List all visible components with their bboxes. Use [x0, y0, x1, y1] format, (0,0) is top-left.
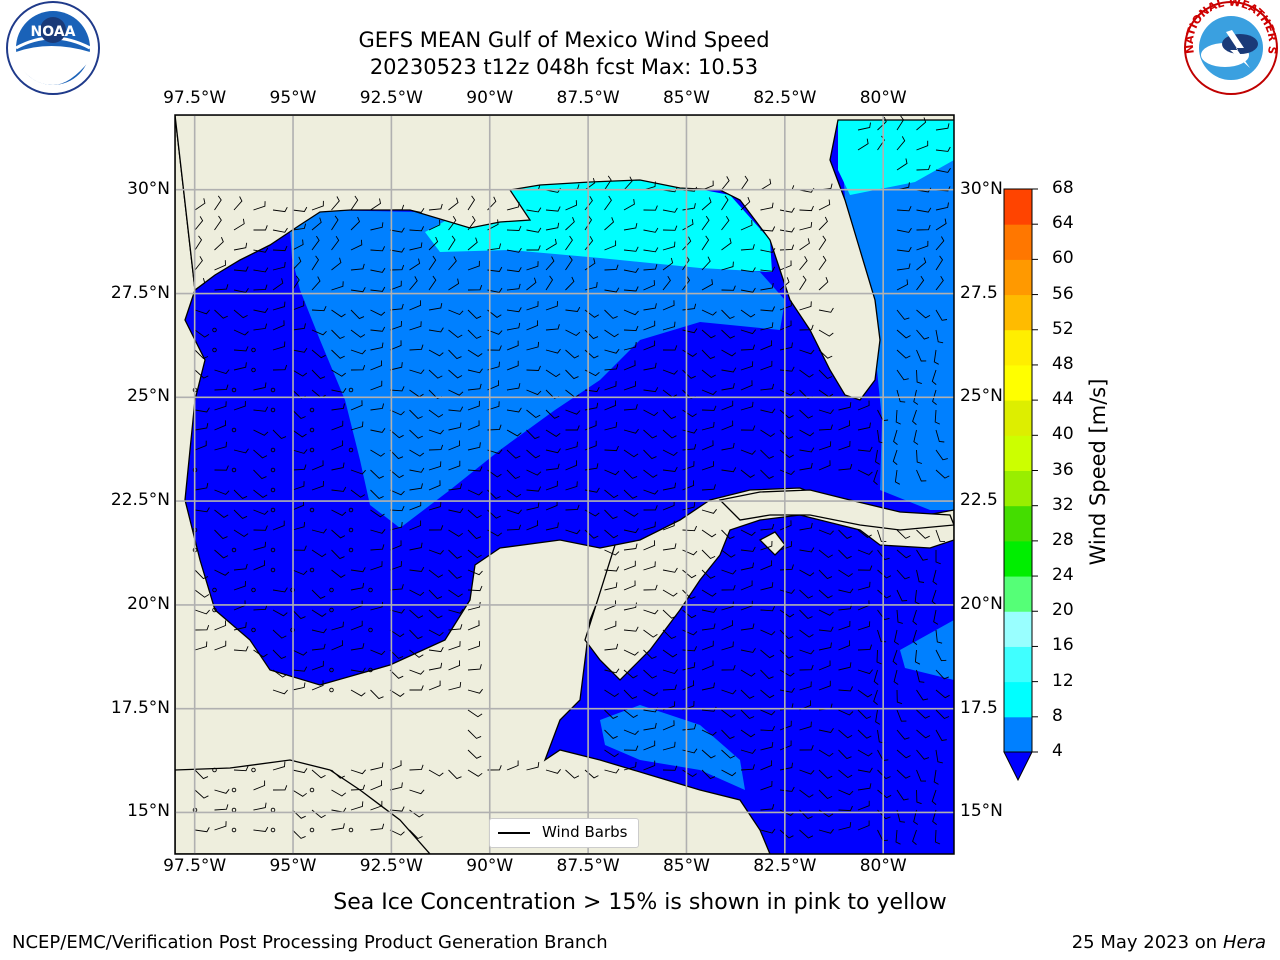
lon-label-top: 95°W: [270, 88, 317, 108]
noaa-logo: NOAA: [7, 2, 99, 94]
nws-logo: NATIONAL WEATHER SERVICE: [0, 0, 1279, 94]
colorbar-tick-label: 32: [1052, 495, 1074, 515]
lon-label-bottom: 82.5°W: [753, 856, 816, 876]
colorbar-tick-label: 52: [1052, 319, 1074, 339]
colorbar-tick-label: 24: [1052, 565, 1074, 585]
colorbar-segment: [1004, 471, 1032, 507]
colorbar-segment: [1004, 541, 1032, 577]
colorbar-segment: [1004, 611, 1032, 647]
colorbar-tick-label: 64: [1052, 213, 1074, 233]
colorbar-tick-label: 56: [1052, 284, 1074, 304]
colorbar-tick-label: 48: [1052, 354, 1074, 374]
map-legend: Wind Barbs: [489, 818, 639, 848]
lat-label-left: 25°N: [100, 386, 170, 406]
colorbar-segment: [1004, 295, 1032, 331]
colorbar-segment: [1004, 682, 1032, 718]
lat-label-right: 27.5: [960, 283, 998, 303]
colorbar-tick-label: 28: [1052, 530, 1074, 550]
lat-label-left: 20°N: [100, 594, 170, 614]
lat-label-left: 30°N: [100, 179, 170, 199]
lon-label-bottom: 92.5°W: [360, 856, 423, 876]
lat-label-right: 15°N: [960, 801, 1003, 821]
lat-label-left: 27.5°N: [100, 283, 170, 303]
colorbar-tick-label: 20: [1052, 600, 1074, 620]
colorbar-segment: [1004, 365, 1032, 401]
colorbar-segment: [1004, 224, 1032, 260]
footer-date-text: 25 May 2023 on: [1072, 932, 1218, 953]
lat-label-left: 17.5°N: [100, 698, 170, 718]
colorbar-tick-label: 16: [1052, 635, 1074, 655]
lat-label-right: 30°N: [960, 179, 1003, 199]
colorbar-segment: [1004, 330, 1032, 366]
colorbar-tick-label: 44: [1052, 389, 1074, 409]
colorbar-tick-label: 68: [1052, 178, 1074, 198]
footer-credit: NCEP/EMC/Verification Post Processing Pr…: [12, 932, 608, 953]
colorbar-tick-label: 4: [1052, 741, 1063, 761]
map-area: [175, 115, 954, 854]
colorbar-segment: [1004, 576, 1032, 612]
lat-label-right: 22.5: [960, 490, 998, 510]
lon-label-top: 87.5°W: [557, 88, 620, 108]
lon-label-bottom: 90°W: [466, 856, 513, 876]
lat-label-left: 22.5°N: [100, 490, 170, 510]
legend-line-swatch: [498, 832, 530, 834]
sea-ice-note: Sea Ice Concentration > 15% is shown in …: [175, 890, 1105, 915]
colorbar-tick-label: 12: [1052, 671, 1074, 691]
colorbar-segment: [1004, 506, 1032, 542]
colorbar-tick-label: 8: [1052, 706, 1063, 726]
lon-label-bottom: 87.5°W: [557, 856, 620, 876]
nws-logo-text: NATIONAL WEATHER SERVICE: [0, 0, 1279, 55]
colorbar-title: Wind Speed [m/s]: [1086, 379, 1110, 566]
colorbar-segment: [1004, 646, 1032, 682]
lat-label-right: 25°N: [960, 386, 1003, 406]
lon-label-bottom: 95°W: [270, 856, 317, 876]
lon-label-top: 82.5°W: [753, 88, 816, 108]
legend-label: Wind Barbs: [542, 823, 627, 841]
colorbar-tick-label: 40: [1052, 424, 1074, 444]
lon-label-top: 92.5°W: [360, 88, 423, 108]
colorbar-tick-label: 60: [1052, 248, 1074, 268]
lat-label-right: 20°N: [960, 594, 1003, 614]
footer-host: Hera: [1223, 932, 1266, 953]
colorbar-segment: [1004, 435, 1032, 471]
lon-label-bottom: 85°W: [663, 856, 710, 876]
lat-label-right: 17.5: [960, 698, 998, 718]
lon-label-bottom: 80°W: [860, 856, 907, 876]
colorbar-segment: [1004, 189, 1032, 225]
colorbar-segment: [1004, 400, 1032, 436]
lon-label-top: 97.5°W: [163, 88, 226, 108]
lon-label-bottom: 97.5°W: [163, 856, 226, 876]
noaa-logo-text: NOAA: [31, 24, 76, 40]
lon-label-top: 80°W: [860, 88, 907, 108]
svg-text:NATIONAL WEATHER SERVICE: NATIONAL WEATHER SERVICE: [0, 0, 1279, 55]
colorbar: [1004, 189, 1038, 780]
lon-label-top: 85°W: [663, 88, 710, 108]
footer-date: 25 May 2023 on Hera: [1072, 932, 1266, 953]
lon-label-top: 90°W: [466, 88, 513, 108]
colorbar-tick-label: 36: [1052, 460, 1074, 480]
colorbar-segment: [1004, 717, 1032, 753]
colorbar-segment: [1004, 259, 1032, 295]
colorbar-under-arrow: [1004, 752, 1032, 780]
lat-label-left: 15°N: [100, 801, 170, 821]
